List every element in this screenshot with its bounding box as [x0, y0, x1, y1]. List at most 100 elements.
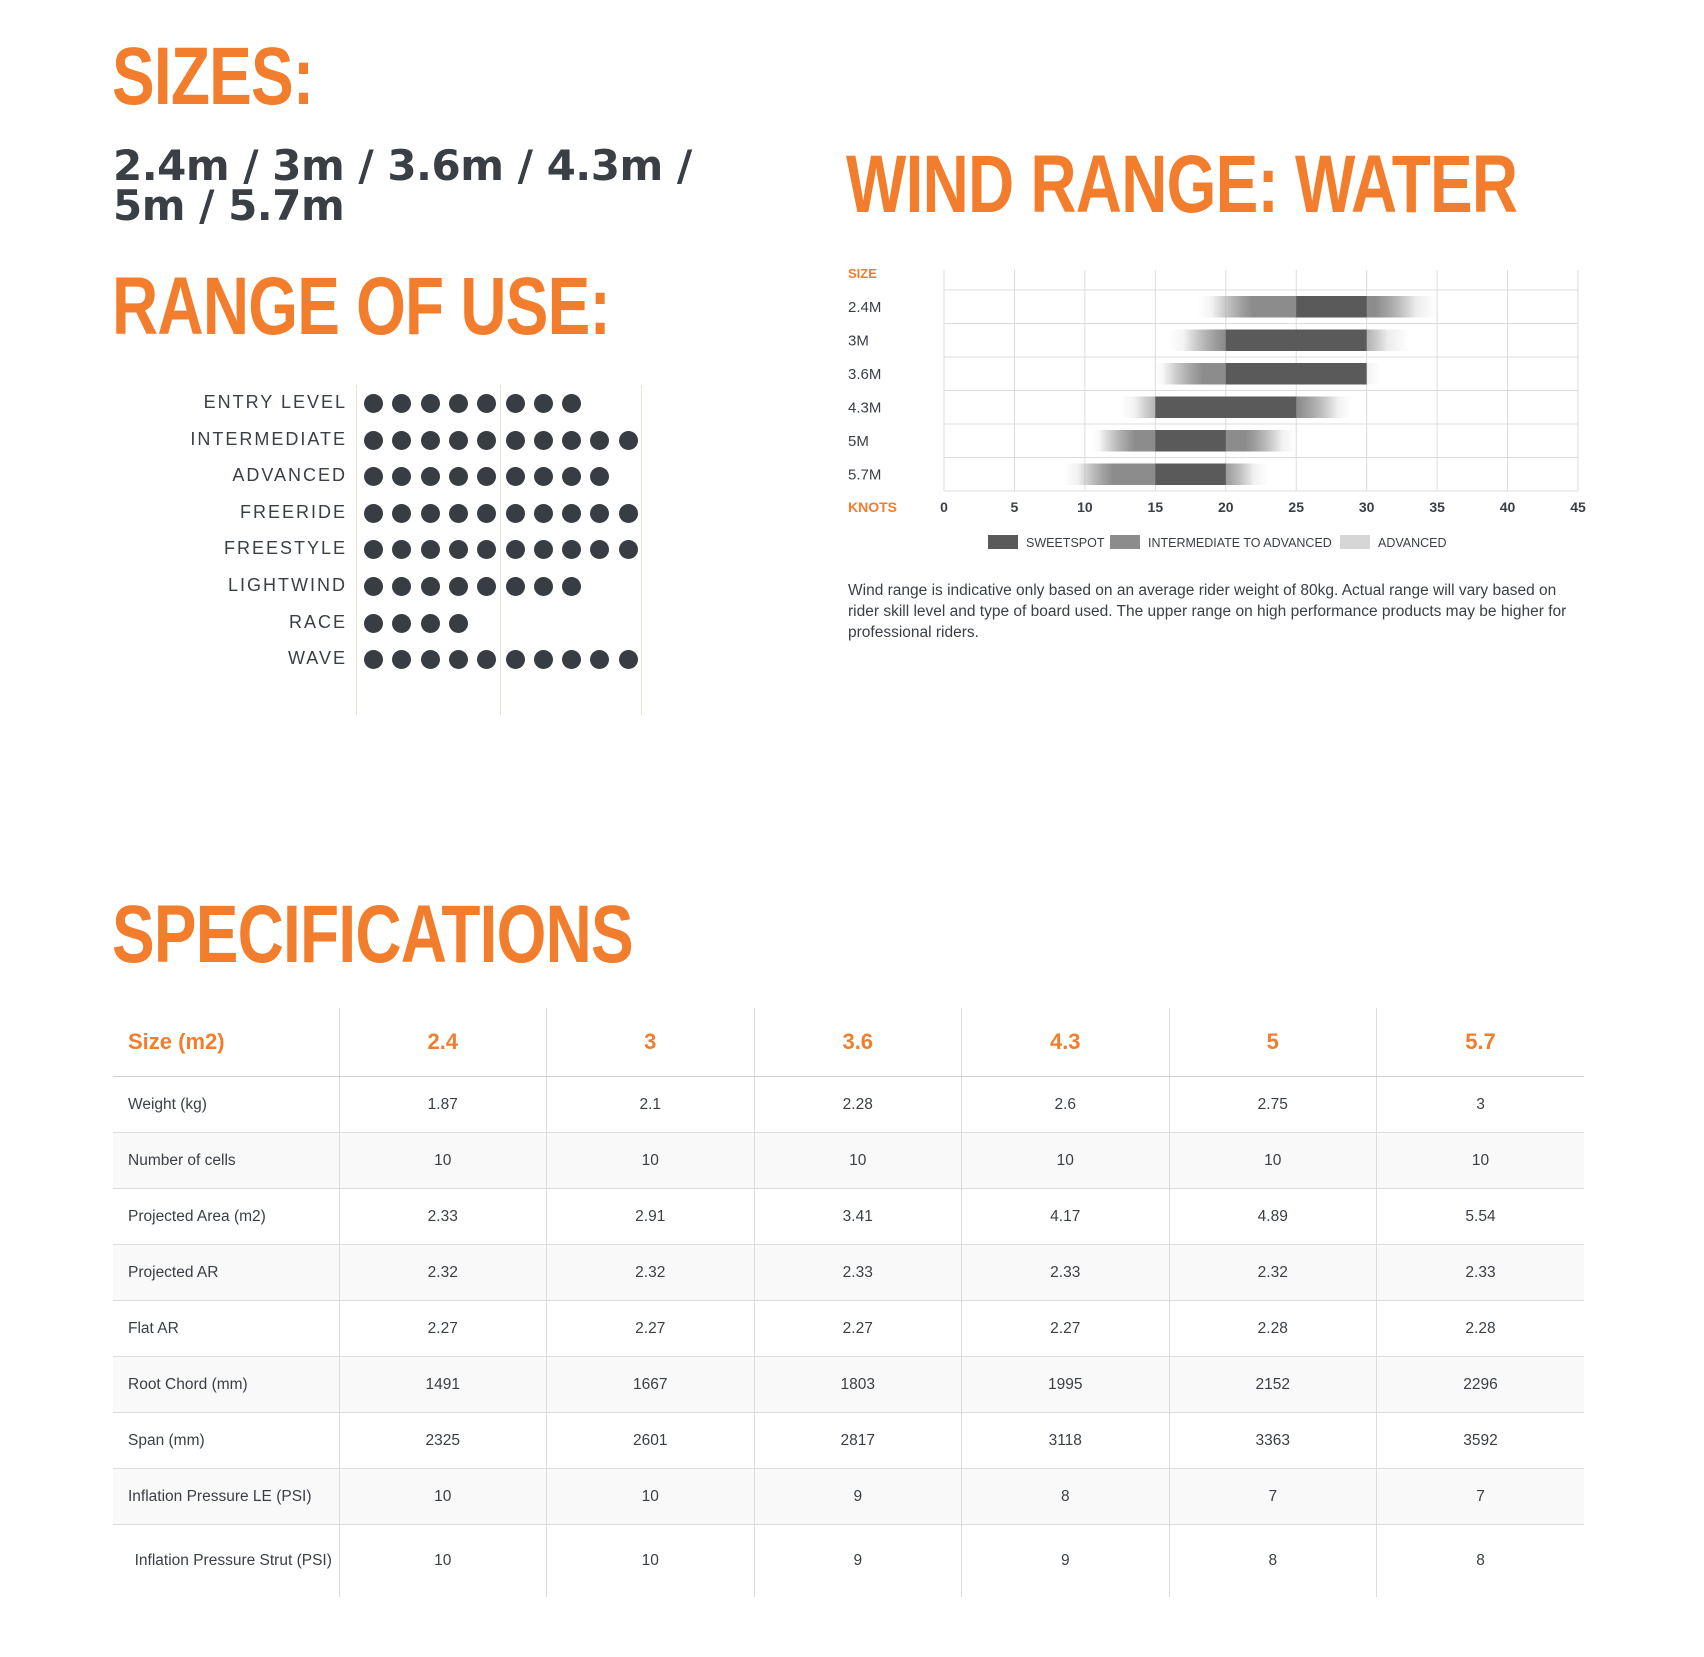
- spec-value: 2.33: [753, 1244, 962, 1301]
- wind-bar: [1155, 396, 1297, 418]
- spec-value: 2296: [1376, 1356, 1584, 1413]
- range-dot: [505, 577, 525, 596]
- range-dot: [364, 430, 383, 450]
- size-label: 3M: [848, 333, 869, 350]
- spec-header-row: Size (m2) 2.4 3 3.6 4.3 5 5.7: [113, 1008, 1584, 1077]
- range-dot: [505, 540, 525, 560]
- range-dot: [533, 467, 553, 487]
- range-dot: [448, 577, 468, 596]
- range-dot: [618, 503, 638, 523]
- range-dot: [420, 650, 440, 670]
- spec-row-label: Inflation Pressure LE (PSI): [113, 1468, 339, 1525]
- range-dot: [533, 394, 553, 413]
- range-divider: [356, 385, 357, 715]
- range-row: ENTRY LEVEL: [0, 385, 700, 421]
- spec-value: 8: [961, 1468, 1169, 1525]
- spec-value: 2.6: [961, 1076, 1169, 1133]
- legend-label: INTERMEDIATE TO ADVANCED: [1148, 536, 1332, 550]
- spec-value: 4.89: [1168, 1188, 1377, 1245]
- x-axis-title: KNOTS: [848, 499, 897, 515]
- range-dot: [392, 467, 412, 487]
- spec-value: 3592: [1376, 1412, 1584, 1469]
- spec-value: 5.54: [1376, 1188, 1584, 1245]
- range-dot: [590, 467, 610, 487]
- range-dot: [392, 613, 412, 633]
- spec-row-label: Root Chord (mm): [113, 1356, 339, 1413]
- spec-value: 8: [1376, 1524, 1584, 1597]
- wind-range-chart: SIZE 2.4M 3M 3.6M 4.3M 5M 5.7M KNOTS 0 5 10 15 20 25 3…: [848, 266, 1586, 550]
- spec-value: 10: [753, 1132, 962, 1189]
- spec-header-cell: 4.3: [961, 1008, 1169, 1077]
- range-dot: [533, 430, 553, 450]
- spec-header-cell: 5.7: [1376, 1008, 1584, 1077]
- legend-label: SWEETSPOT: [1026, 536, 1105, 550]
- range-dot: [420, 430, 440, 450]
- range-dot: [477, 503, 497, 523]
- range-divider: [500, 385, 501, 715]
- spec-value: 2.32: [338, 1244, 547, 1301]
- range-label: FREESTYLE: [223, 538, 347, 559]
- spec-value: 10: [338, 1132, 547, 1189]
- range-row: FREERIDE: [0, 495, 700, 531]
- spec-header-cell: 3.6: [753, 1008, 962, 1077]
- x-tick-label: 10: [1077, 499, 1093, 515]
- range-dot: [562, 540, 582, 560]
- spec-value: 9: [753, 1468, 962, 1525]
- spec-row: Projected Area (m2) 2.33 2.91 3.41 4.17 4.89 5…: [113, 1188, 1584, 1245]
- range-of-use-chart: ENTRY LEVEL INTERMEDIATE ADVANCED FREERIDE F…: [0, 385, 700, 715]
- range-dot: [533, 577, 553, 596]
- range-dot: [364, 394, 383, 413]
- range-dot: [505, 467, 525, 487]
- range-row: FREESTYLE: [0, 531, 700, 567]
- spec-value: 2.27: [338, 1300, 547, 1357]
- spec-value: 2.27: [753, 1300, 962, 1357]
- range-dot: [505, 394, 525, 413]
- wind-range-note: Wind range is indicative only based on a…: [848, 582, 1567, 641]
- range-dot: [420, 540, 440, 560]
- wind-bar: [1155, 463, 1226, 485]
- sizes-heading: SIZES:: [112, 31, 314, 122]
- x-tick-label: 25: [1288, 499, 1304, 515]
- range-row: RACE: [0, 605, 700, 641]
- range-dot: [477, 540, 497, 560]
- spec-value: 2.75: [1168, 1076, 1377, 1133]
- range-dot: [562, 430, 582, 450]
- spec-header-cell: 3: [546, 1008, 754, 1077]
- range-dot: [364, 650, 383, 670]
- wind-range-heading: WIND RANGE: WATER: [846, 139, 1518, 230]
- range-dot: [364, 503, 383, 523]
- spec-value: 2.91: [546, 1188, 754, 1245]
- range-label: ADVANCED: [232, 465, 347, 486]
- spec-row-label: Flat AR: [113, 1300, 339, 1357]
- range-dot: [533, 540, 553, 560]
- wind-bar: [1155, 430, 1226, 452]
- specifications-table: Size (m2) 2.4 3 3.6 4.3 5 5.7 Weight (kg) 1.87 2…: [113, 1008, 1584, 1597]
- legend-swatch: [988, 535, 1018, 549]
- range-dot: [364, 467, 383, 487]
- range-dot: [392, 503, 412, 523]
- spec-value: 2.32: [546, 1244, 754, 1301]
- spec-row-label: Weight (kg): [113, 1076, 339, 1133]
- spec-value: 2.28: [753, 1076, 962, 1133]
- spec-value: 2152: [1168, 1356, 1377, 1413]
- y-axis-title: SIZE: [848, 266, 877, 281]
- spec-value: 2.33: [1376, 1244, 1584, 1301]
- spec-row: Projected AR 2.32 2.32 2.33 2.33 2.32 2.33: [113, 1244, 1584, 1301]
- range-dot: [590, 650, 610, 670]
- range-dot: [477, 430, 497, 450]
- range-label: ENTRY LEVEL: [203, 392, 347, 412]
- range-dot: [420, 503, 440, 523]
- specifications-heading: SPECIFICATIONS: [112, 889, 634, 980]
- range-dot: [562, 467, 582, 487]
- size-label: 3.6M: [848, 366, 881, 383]
- spec-value: 10: [546, 1132, 754, 1189]
- range-dot: [505, 650, 525, 670]
- size-label: 5.7M: [848, 467, 881, 484]
- x-tick-label: 40: [1500, 499, 1516, 515]
- spec-value: 4.17: [961, 1188, 1169, 1245]
- range-label: LIGHTWIND: [228, 575, 347, 595]
- x-tick-label: 35: [1429, 499, 1445, 515]
- spec-value: 10: [338, 1468, 547, 1525]
- range-dot: [420, 577, 440, 596]
- wind-bar: [1225, 363, 1367, 385]
